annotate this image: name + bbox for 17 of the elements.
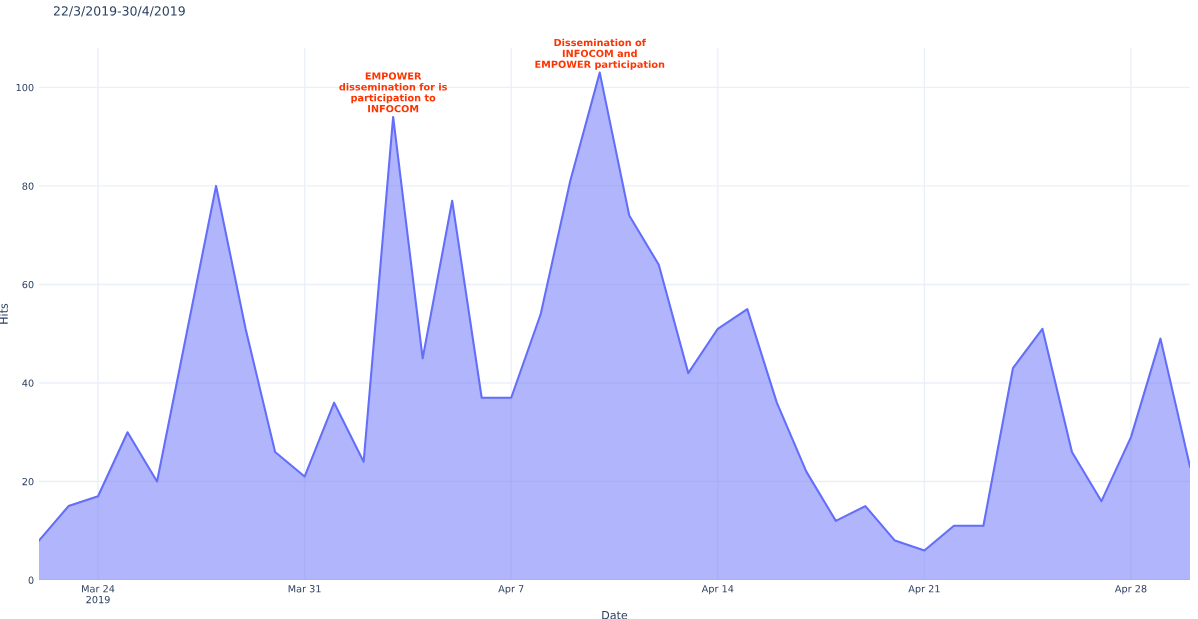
x-tick-label: Apr 7: [498, 585, 524, 595]
y-tick-label: 100: [16, 83, 34, 92]
y-tick-label: 0: [28, 576, 34, 584]
y-tick-label: 40: [22, 379, 34, 387]
x-tick-label: Mar 24 2019: [82, 585, 115, 604]
x-tick-label: Apr 14: [701, 585, 734, 595]
y-axis-title: Hits: [0, 303, 8, 324]
y-tick-label: 80: [22, 182, 34, 190]
y-tick-label: 20: [22, 477, 34, 486]
annotation: Dissemination of INFOCOM and EMPOWER participation: [535, 38, 665, 70]
annotation: EMPOWER dissemination for is participation to INFOCOM: [339, 72, 447, 113]
x-axis-title: Date: [602, 611, 628, 619]
x-tick-label: Mar 31: [288, 585, 321, 593]
x-tick-label: Apr 28: [1114, 585, 1147, 595]
y-tick-label: 60: [22, 280, 34, 289]
x-tick-label: Apr 21: [908, 585, 940, 595]
chart-title: 22/3/2019-30/4/2019: [53, 6, 185, 17]
